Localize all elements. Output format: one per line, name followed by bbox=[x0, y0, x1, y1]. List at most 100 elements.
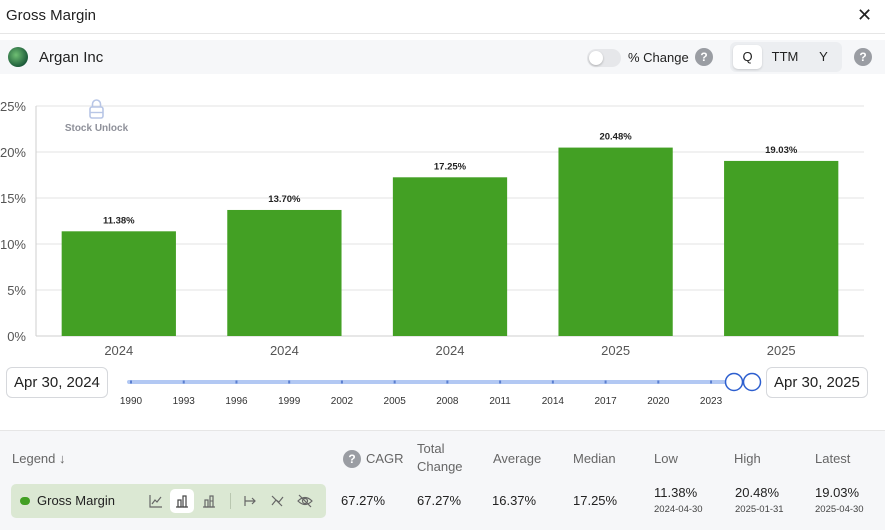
low-header: Low bbox=[654, 451, 678, 466]
control-bar: Argan Inc % Change ? Q TTM Y ? bbox=[0, 40, 885, 74]
slider-tick-mark bbox=[446, 380, 449, 384]
period-q-button[interactable]: Q bbox=[733, 45, 762, 69]
toggle-knob bbox=[589, 51, 603, 65]
slider-tick-mark bbox=[340, 380, 343, 384]
y-axis-ticks: 0% 5% 10% 15% 20% 25% bbox=[0, 99, 26, 344]
data-label: 20.48% bbox=[599, 132, 632, 143]
slider-tick-label: 1996 bbox=[225, 396, 248, 407]
period-y-button[interactable]: Y bbox=[819, 49, 828, 64]
legend-header-label: Legend bbox=[12, 451, 56, 466]
bar-chart: 0% 5% 10% 15% 20% 25% 11.38% 13.70% 17.25% 20.48… bbox=[0, 99, 864, 358]
slider-tick-mark bbox=[499, 380, 502, 384]
data-label: 11.38% bbox=[103, 215, 135, 226]
high-date: 2025-01-31 bbox=[735, 504, 784, 515]
slider-tick-mark bbox=[551, 380, 554, 384]
range-start-handle[interactable] bbox=[724, 372, 744, 392]
slider-tick-mark bbox=[710, 380, 713, 384]
bar bbox=[61, 231, 176, 336]
slider-tick-mark bbox=[657, 380, 660, 384]
slider-tick-label: 2005 bbox=[384, 396, 407, 407]
extend-line-icon[interactable] bbox=[238, 489, 262, 513]
low-date: 2024-04-30 bbox=[654, 504, 703, 515]
hide-trend-icon[interactable] bbox=[265, 489, 289, 513]
slider-tick-mark bbox=[604, 380, 607, 384]
line-chart-icon[interactable] bbox=[144, 489, 168, 513]
total-change-header: Total Change bbox=[417, 441, 463, 474]
average-header: Average bbox=[493, 451, 542, 466]
help-icon[interactable]: ? bbox=[854, 48, 872, 66]
total-change-value: 67.27% bbox=[417, 493, 462, 508]
latest-header: Latest bbox=[815, 451, 851, 466]
y-tick-label: 5% bbox=[7, 283, 26, 298]
slider-tick-label: 2002 bbox=[331, 396, 354, 407]
watermark: Stock Unlock bbox=[65, 99, 129, 134]
slider-tick-mark bbox=[130, 380, 132, 384]
slider-tick-label: 1990 bbox=[120, 396, 143, 407]
watermark-text: Stock Unlock bbox=[65, 123, 129, 134]
period-ttm-button[interactable]: TTM bbox=[771, 49, 799, 64]
median-header: Median bbox=[573, 451, 616, 466]
slider-tick-label: 1999 bbox=[278, 396, 301, 407]
slider-tick-mark bbox=[393, 380, 396, 384]
sort-down-icon: ↓ bbox=[59, 451, 66, 466]
header-bar: Gross Margin ✕ bbox=[0, 0, 885, 34]
bar-chart-icon[interactable] bbox=[170, 489, 194, 513]
legend-color-dot bbox=[20, 497, 30, 505]
company-name: Argan Inc bbox=[39, 49, 104, 66]
y-tick-label: 10% bbox=[0, 237, 26, 252]
high-value: 20.48% bbox=[735, 485, 780, 500]
stats-panel: Legend ↓ ? CAGR Total Change Average Med… bbox=[0, 430, 885, 530]
period-selector: Q TTM Y bbox=[730, 42, 842, 72]
x-tick-label: 2025 bbox=[601, 343, 630, 358]
lock-icon bbox=[89, 99, 104, 119]
y-tick-label: 0% bbox=[7, 329, 26, 344]
data-label: 19.03% bbox=[765, 145, 798, 156]
close-icon[interactable]: ✕ bbox=[857, 5, 873, 25]
bar bbox=[558, 147, 673, 336]
bar bbox=[724, 160, 839, 336]
legend-series-name: Gross Margin bbox=[37, 493, 116, 508]
y-tick-label: 20% bbox=[0, 145, 26, 160]
bars: 11.38% 13.70% 17.25% 20.48% 19.03% bbox=[61, 132, 839, 336]
x-tick-label: 2024 bbox=[436, 343, 465, 358]
high-header: High bbox=[734, 451, 761, 466]
slider-tick-label: 2023 bbox=[700, 396, 723, 407]
latest-value: 19.03% bbox=[815, 485, 860, 500]
slider-tick-mark bbox=[288, 380, 291, 384]
pct-change-label: % Change bbox=[628, 50, 689, 65]
slider-tick-label: 2017 bbox=[594, 396, 617, 407]
cagr-value: 67.27% bbox=[341, 493, 386, 508]
data-label: 17.25% bbox=[434, 161, 467, 172]
low-value: 11.38% bbox=[654, 485, 698, 500]
y-tick-label: 25% bbox=[0, 99, 26, 114]
range-end-handle[interactable] bbox=[742, 372, 762, 392]
bar bbox=[392, 177, 508, 336]
y-tick-label: 15% bbox=[0, 191, 26, 206]
cagr-header: CAGR bbox=[366, 451, 404, 466]
company-logo bbox=[8, 47, 28, 67]
x-axis-ticks: 2024 2024 2024 2025 2025 bbox=[104, 343, 795, 358]
legend-header[interactable]: Legend ↓ bbox=[12, 450, 66, 468]
x-tick-label: 2024 bbox=[270, 343, 299, 358]
slider-tick-label: 1993 bbox=[173, 396, 196, 407]
range-slider[interactable]: 1990 1993 1996 1999 2002 2005 2008 2011 2014 2017… bbox=[0, 365, 885, 410]
median-value: 17.25% bbox=[573, 493, 618, 508]
data-label: 13.70% bbox=[268, 194, 301, 205]
bar bbox=[227, 209, 342, 336]
slider-tick-mark bbox=[235, 380, 238, 384]
slider-tick-mark bbox=[182, 380, 185, 384]
page-title: Gross Margin bbox=[6, 7, 97, 24]
end-date-input[interactable]: Apr 30, 2025 bbox=[766, 367, 868, 398]
eye-off-icon[interactable] bbox=[293, 489, 317, 513]
slider-tick-label: 2008 bbox=[436, 396, 459, 407]
slider-tick-label: 2011 bbox=[489, 396, 511, 407]
slider-tick-label: 2014 bbox=[542, 396, 565, 407]
stacked-bar-icon[interactable] bbox=[197, 489, 221, 513]
help-icon[interactable]: ? bbox=[343, 450, 361, 468]
x-tick-label: 2025 bbox=[767, 343, 796, 358]
divider bbox=[230, 493, 231, 509]
start-date-input[interactable]: Apr 30, 2024 bbox=[6, 367, 108, 398]
legend-item[interactable]: Gross Margin bbox=[11, 484, 326, 518]
help-icon[interactable]: ? bbox=[695, 48, 713, 66]
pct-change-toggle[interactable] bbox=[587, 49, 621, 67]
